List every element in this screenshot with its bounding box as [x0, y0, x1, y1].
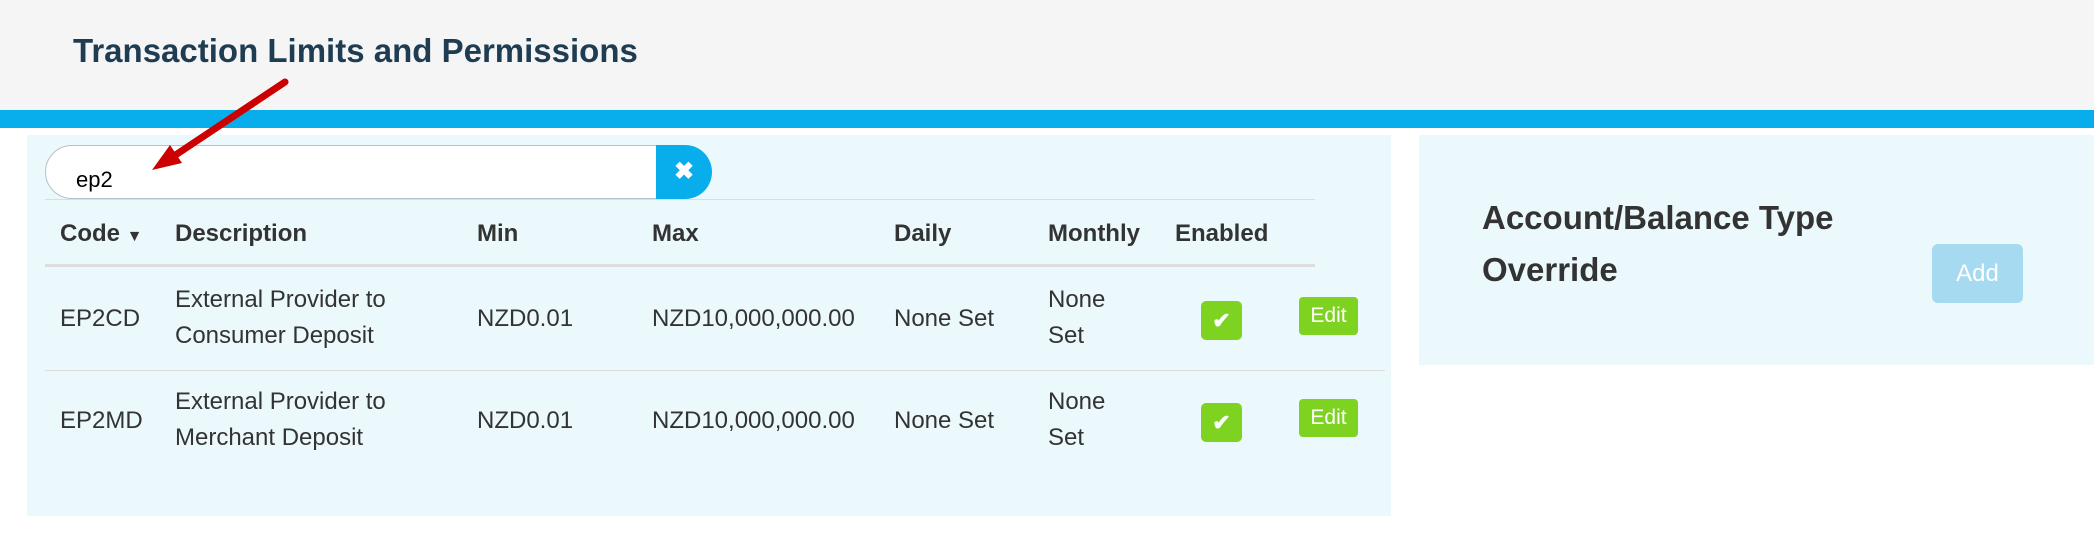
cell-max: NZD10,000,000.00	[652, 407, 855, 434]
edit-button[interactable]: Edit	[1299, 399, 1358, 437]
clear-search-button[interactable]: ✖	[656, 145, 712, 199]
column-header-enabled[interactable]: Enabled	[1175, 220, 1269, 247]
limits-panel: ✖ Code ▼ Description Min Max Daily Month…	[27, 135, 1391, 516]
edit-button[interactable]: Edit	[1299, 297, 1358, 335]
add-button[interactable]: Add	[1932, 244, 2023, 303]
header-divider	[45, 264, 1315, 267]
column-header-daily[interactable]: Daily	[894, 220, 952, 247]
override-panel: Account/Balance Type Override Add	[1419, 135, 2094, 365]
enabled-checkbox[interactable]: ✔	[1201, 403, 1242, 442]
column-header-min[interactable]: Min	[477, 220, 519, 247]
cell-code: EP2CD	[60, 305, 141, 332]
check-icon: ✔	[1212, 410, 1231, 435]
column-header-description[interactable]: Description	[175, 220, 308, 247]
accent-bar	[0, 110, 2094, 128]
divider	[45, 199, 1315, 200]
cell-daily: None Set	[894, 407, 995, 434]
enabled-checkbox[interactable]: ✔	[1201, 301, 1242, 340]
caret-down-icon: ▼	[126, 228, 143, 245]
cell-min: NZD0.01	[477, 305, 574, 332]
row-divider	[45, 370, 1385, 371]
check-icon: ✔	[1212, 308, 1231, 333]
column-header-max[interactable]: Max	[652, 220, 699, 247]
cell-min: NZD0.01	[477, 407, 574, 434]
cell-monthly: None Set	[1048, 388, 1106, 451]
cell-code: EP2MD	[60, 407, 143, 434]
cell-max: NZD10,000,000.00	[652, 305, 855, 332]
page-title: Transaction Limits and Permissions	[73, 32, 638, 69]
cell-daily: None Set	[894, 305, 995, 332]
cell-monthly: None Set	[1048, 286, 1106, 349]
column-header-code[interactable]: Code ▼	[60, 220, 143, 247]
search-input[interactable]	[45, 145, 657, 199]
page-header: Transaction Limits and Permissions	[0, 0, 2094, 110]
cell-description: External Provider to Consumer Deposit	[175, 286, 386, 349]
cell-description: External Provider to Merchant Deposit	[175, 388, 386, 451]
column-header-monthly[interactable]: Monthly	[1048, 220, 1140, 247]
annotation-arrow-icon	[152, 78, 289, 170]
times-icon: ✖	[673, 158, 695, 185]
override-title: Account/Balance Type Override	[1482, 199, 1834, 288]
